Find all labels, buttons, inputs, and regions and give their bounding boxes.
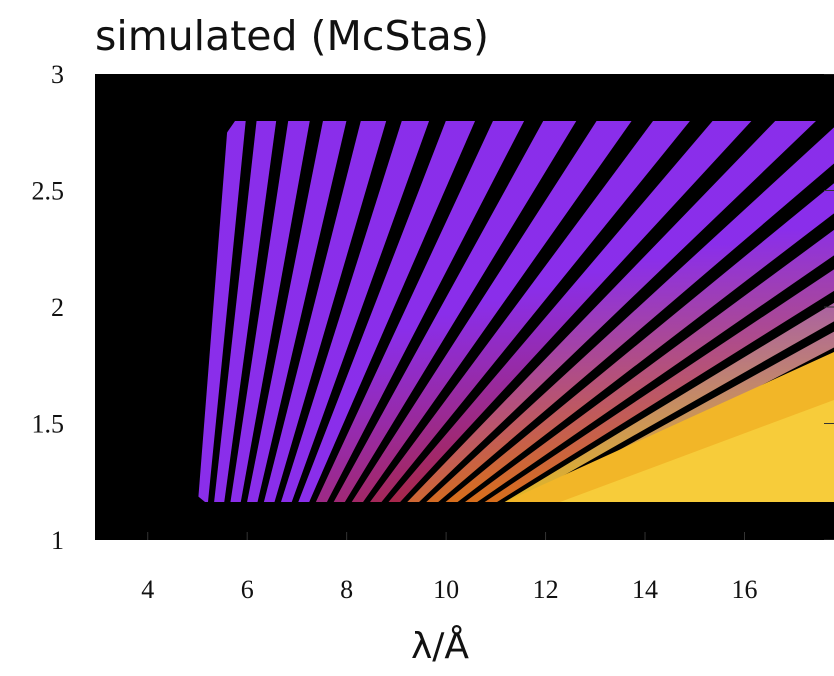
intensity-stripe — [263, 121, 387, 502]
intensity-stripe — [214, 121, 277, 502]
intensity-stripe — [524, 121, 834, 502]
x-axis-label: λ/Å — [411, 624, 469, 667]
x-tick-label: 16 — [731, 575, 757, 604]
intensity-stripe — [298, 121, 476, 502]
intensity-stripe — [333, 121, 577, 502]
intensity-map — [198, 121, 834, 502]
y-tick-label: 2.5 — [32, 177, 65, 206]
intensity-stripe — [426, 121, 834, 502]
intensity-stripe — [281, 121, 430, 502]
x-tick-label: 12 — [533, 575, 559, 604]
intensity-stripe — [315, 121, 525, 502]
intensity-stripe — [484, 121, 834, 502]
intensity-region — [560, 400, 834, 502]
tick-marks — [147, 74, 834, 540]
x-tick-label: 6 — [241, 575, 254, 604]
x-tick-label: 14 — [632, 575, 658, 604]
intensity-stripe — [198, 121, 246, 502]
intensity-stripe — [351, 121, 632, 502]
x-tick-label: 8 — [340, 575, 353, 604]
x-tick-label: 4 — [141, 575, 154, 604]
y-tick-label: 1 — [51, 526, 64, 555]
x-tick-label: 10 — [433, 575, 459, 604]
intensity-stripe — [407, 121, 816, 502]
intensity-stripe — [370, 121, 690, 502]
intensity-stripe — [388, 121, 752, 502]
intensity-stripe — [465, 121, 834, 502]
intensity-stripe — [445, 121, 834, 502]
intensity-stripe — [504, 121, 834, 502]
y-tick-label: 3 — [51, 60, 64, 89]
y-tick-label: 1.5 — [32, 410, 65, 439]
intensity-stripe — [247, 121, 347, 502]
intensity-stripe — [230, 121, 310, 502]
y-tick-label: 2 — [51, 293, 64, 322]
chart-title: simulated (McStas) — [95, 12, 489, 60]
